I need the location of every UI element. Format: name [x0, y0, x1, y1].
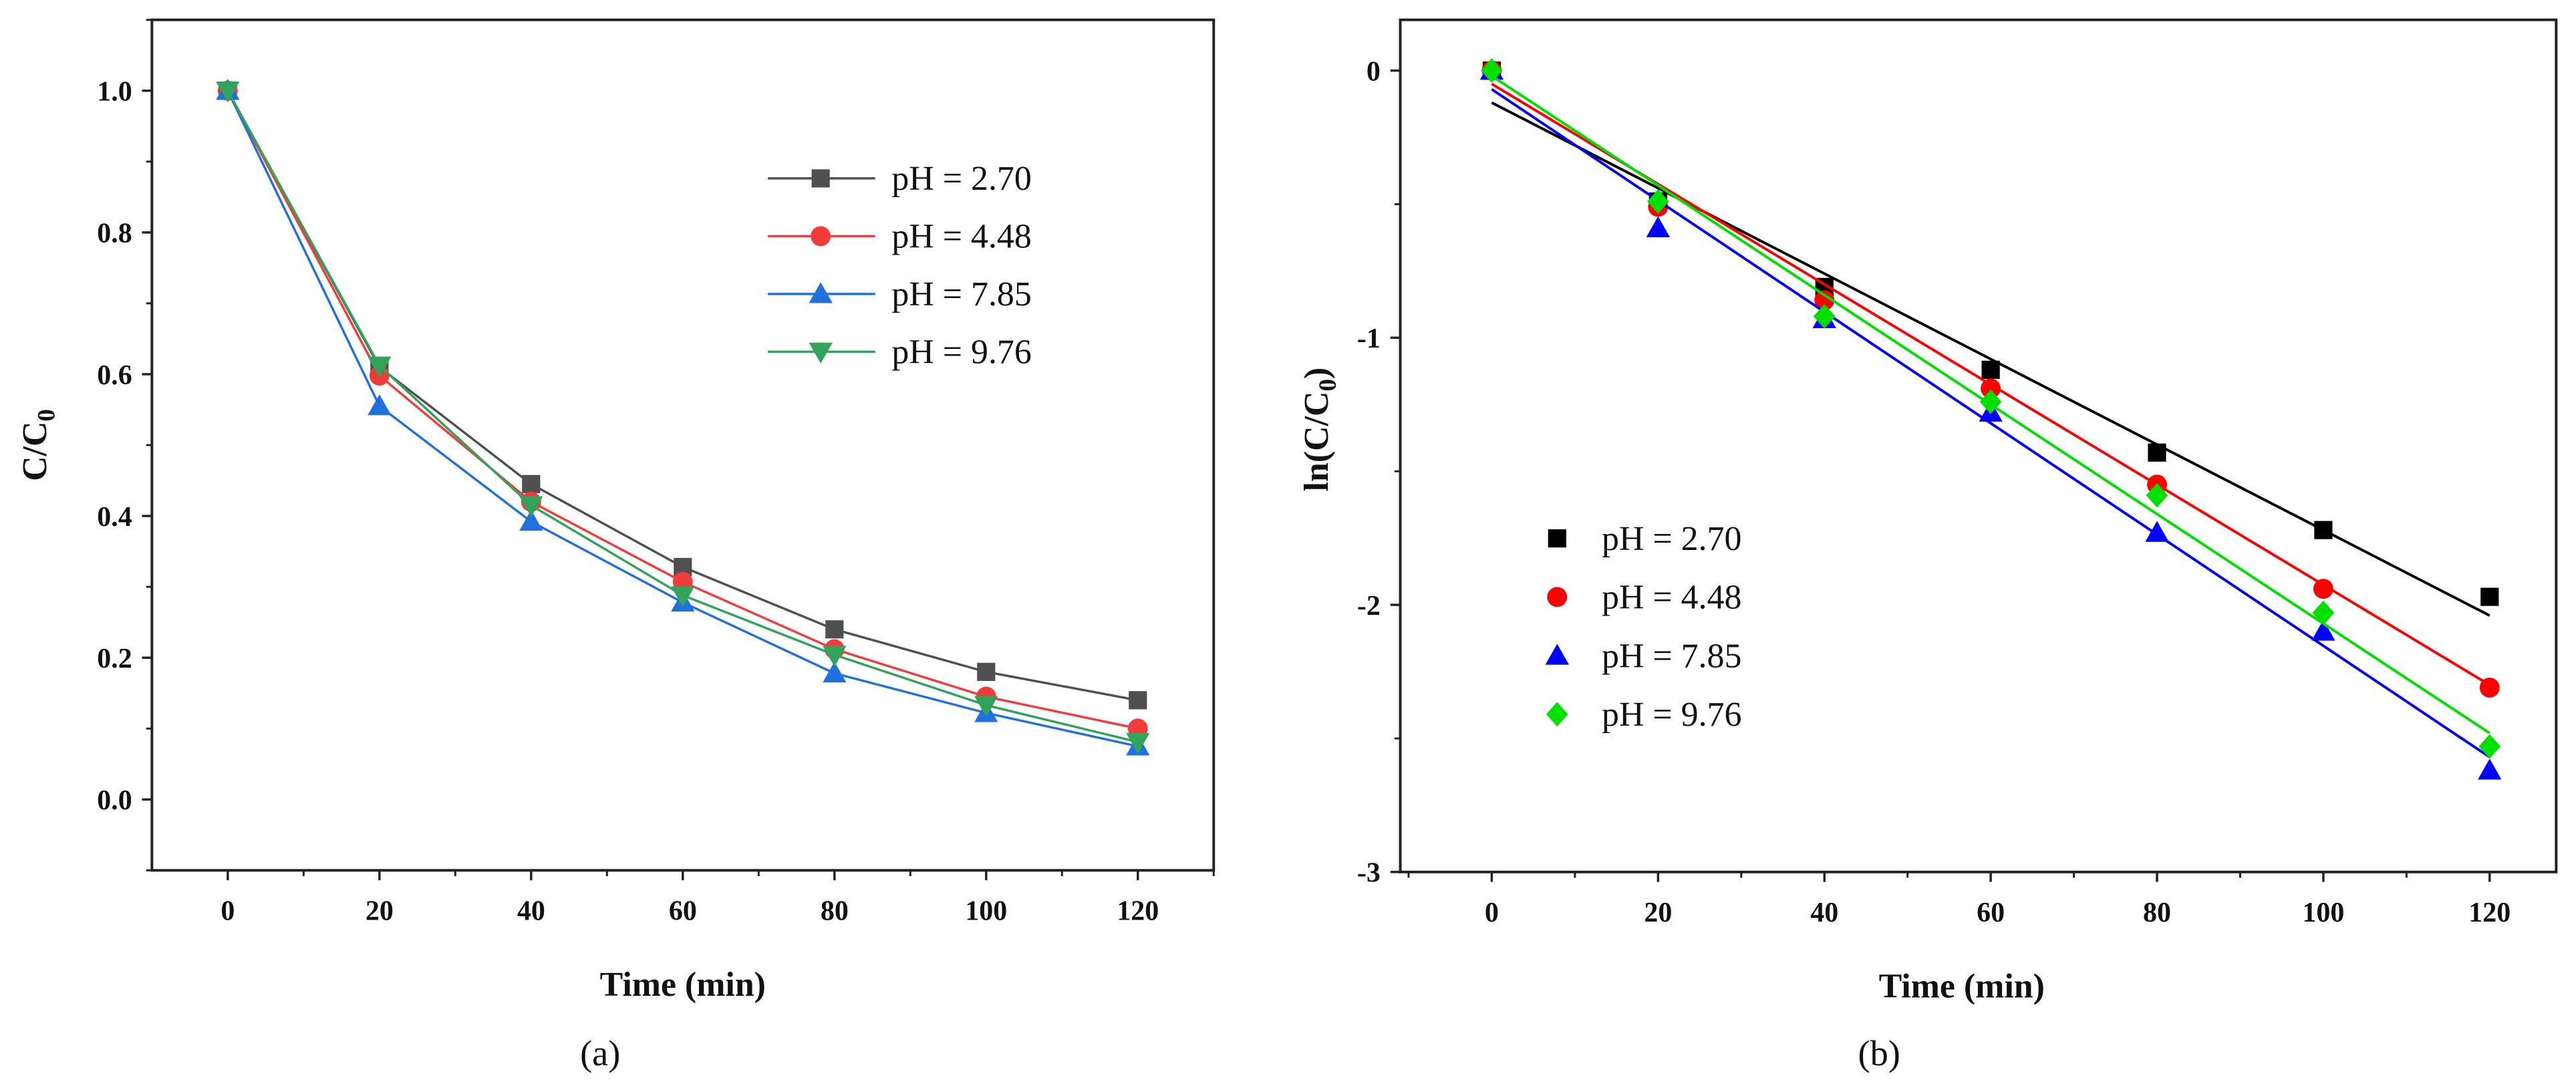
panel-label: (a) [580, 1033, 620, 1073]
y-axis-label: ln(C/C0) [1298, 368, 1342, 492]
data-point [2311, 620, 2335, 641]
x-tick-label: 100 [2302, 898, 2344, 928]
data-point [522, 474, 541, 493]
data-point [671, 586, 695, 607]
legend-item: pH = 4.48 [1547, 579, 1741, 617]
x-tick-label: 120 [1117, 896, 1159, 926]
data-point [1126, 732, 1150, 755]
legend-marker [1546, 702, 1568, 727]
data-point [2312, 600, 2335, 626]
x-tick-label: 40 [517, 896, 545, 926]
plot-frame [1399, 18, 2558, 873]
x-axis-label: Time (min) [1879, 968, 2045, 1006]
data-point [2480, 587, 2499, 606]
y-axis-label-subscript: 0 [33, 409, 61, 422]
y-tick-label: 0.0 [97, 785, 132, 816]
y-axis-label-main: C/C [16, 422, 54, 481]
x-tick-label: 0 [221, 896, 235, 926]
data-point [977, 662, 996, 681]
data-point [2478, 734, 2501, 759]
legend-label: pH = 9.76 [1602, 696, 1741, 734]
legend-marker [809, 342, 833, 364]
x-tick-label: 60 [1977, 898, 2005, 928]
data-point [368, 394, 392, 416]
legend-marker [1548, 529, 1566, 548]
x-tick-label: 60 [669, 896, 697, 926]
x-tick-label: 80 [821, 896, 849, 926]
panel-label: (b) [1858, 1033, 1900, 1073]
legend-label: pH = 2.70 [1602, 520, 1741, 558]
data-point [1481, 58, 1503, 83]
legend-marker [811, 226, 831, 247]
y-tick-label: 0 [1367, 56, 1381, 87]
data-point [1979, 389, 2002, 414]
data-point [1814, 290, 1835, 311]
data-point [368, 356, 392, 378]
y-axis-label-end: ) [1298, 368, 1336, 379]
y-tick-label: -1 [1357, 323, 1381, 354]
y-tick-label: 0.2 [97, 644, 132, 674]
data-point [2478, 759, 2502, 780]
data-point [823, 646, 847, 667]
y-axis-label-subscript: 0 [1314, 379, 1342, 392]
x-tick-label: 20 [366, 896, 394, 926]
y-tick-label: -2 [1357, 591, 1381, 622]
series-ph-9-76 [216, 82, 1150, 755]
legend-marker [811, 169, 830, 188]
legend-label: pH = 7.85 [1602, 637, 1741, 675]
x-tick-label: 100 [965, 896, 1007, 926]
legend-marker [809, 282, 833, 303]
data-point [823, 661, 847, 683]
x-tick-label: 0 [1485, 898, 1499, 928]
y-axis-label-main: ln(C/C [1298, 391, 1336, 491]
y-tick-label: -3 [1357, 858, 1381, 889]
data-point [1981, 378, 2001, 399]
data-point [2146, 483, 2168, 508]
plot-frame [150, 18, 1215, 872]
data-point [1646, 216, 1670, 238]
y-tick-label: 0.8 [97, 219, 132, 249]
legend-item: pH = 2.70 [1548, 520, 1741, 558]
data-point [2479, 678, 2500, 698]
data-point [2313, 579, 2333, 599]
chart-a: 0 20 40 60 80 100 120 0.0 0.2 0.4 0.6 0.8 1.0 Time (m… [16, 18, 1215, 1073]
data-point [519, 496, 543, 517]
legend-label: pH = 9.76 [891, 333, 1031, 372]
legend-label: pH = 4.48 [1602, 579, 1741, 617]
data-point [2314, 521, 2333, 539]
data-point [1981, 360, 2000, 379]
data-point [2145, 521, 2169, 542]
data-point [974, 696, 998, 717]
legend-item: pH = 2.70 [768, 160, 1032, 198]
data-point [1647, 189, 1669, 214]
legend-marker [1547, 587, 1568, 607]
y-tick-label: 0.4 [97, 502, 132, 533]
x-axis-label: Time (min) [600, 966, 766, 1004]
series-ph-9-76 [1481, 58, 2501, 759]
x-tick-label: 80 [2143, 898, 2171, 928]
data-point [519, 509, 543, 531]
y-tick-label: 1.0 [97, 77, 132, 108]
legend-item: pH = 9.76 [768, 333, 1032, 372]
legend-label: pH = 7.85 [891, 275, 1031, 313]
legend-marker [1545, 644, 1569, 665]
y-axis-label: C/C0 [16, 409, 60, 481]
data-point [216, 82, 240, 103]
data-point [2148, 443, 2166, 462]
x-tick-label: 40 [1810, 898, 1838, 928]
legend-label: pH = 4.48 [891, 218, 1031, 256]
legend-item: pH = 9.76 [1546, 696, 1741, 734]
legend-item: pH = 4.48 [768, 218, 1032, 256]
y-tick-label: 0.6 [97, 360, 132, 391]
legend-label: pH = 2.70 [891, 160, 1031, 198]
legend-item: pH = 7.85 [1545, 637, 1741, 675]
x-tick-label: 120 [2468, 898, 2511, 928]
legend-item: pH = 7.85 [768, 275, 1032, 313]
x-tick-label: 20 [1644, 898, 1672, 928]
data-point [825, 620, 844, 639]
data-point [1129, 691, 1147, 710]
